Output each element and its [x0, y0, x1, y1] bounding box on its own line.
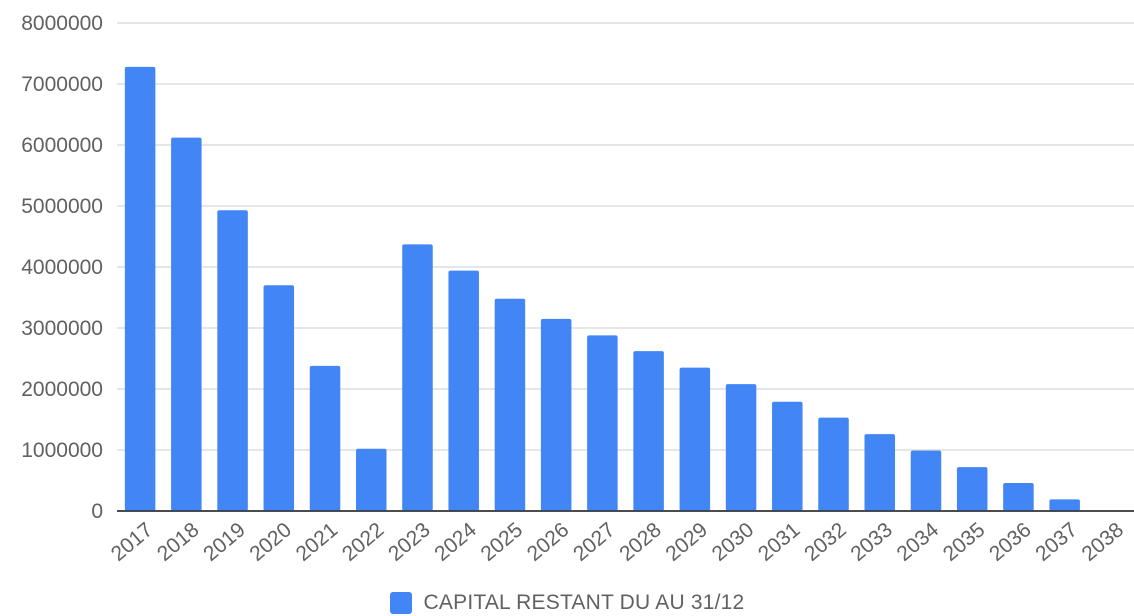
x-tick-label: 2017	[107, 518, 158, 566]
bar-2023	[402, 244, 433, 511]
bar-2020	[263, 285, 295, 511]
x-tick-label: 2037	[1031, 518, 1082, 566]
y-tick-label: 8000000	[21, 12, 103, 35]
x-tick-label: 2018	[153, 518, 204, 566]
x-tick-label: 2027	[569, 518, 620, 566]
bar-2032	[818, 417, 849, 511]
bar-2027	[587, 335, 618, 511]
x-tick-label: 2020	[245, 518, 296, 566]
x-tick-label: 2022	[338, 518, 389, 566]
legend: CAPITAL RESTANT DU AU 31/12	[0, 590, 1134, 616]
bar-2025	[494, 298, 526, 511]
bar-2026	[540, 318, 572, 511]
x-tick-label: 2019	[199, 518, 250, 566]
x-tick-label: 2028	[615, 518, 666, 566]
x-tick-label: 2031	[754, 518, 805, 566]
x-tick-label: 2029	[661, 518, 712, 566]
bar-2028	[633, 351, 664, 511]
y-tick-label: 7000000	[21, 73, 103, 96]
bar-2018	[171, 137, 202, 511]
bar-2037	[1049, 499, 1080, 511]
x-tick-label: 2036	[985, 518, 1036, 566]
y-tick-label: 3000000	[21, 317, 103, 340]
bar-2017	[124, 66, 156, 512]
x-tick-label: 2026	[523, 518, 574, 566]
y-tick-label: 5000000	[21, 195, 103, 218]
y-tick-label: 0	[91, 500, 103, 523]
x-tick-label: 2023	[384, 518, 435, 566]
x-tick-label: 2033	[846, 518, 897, 566]
bar-2029	[679, 367, 711, 511]
bar-2033	[864, 434, 896, 511]
bar-2019	[217, 210, 248, 511]
x-tick-label: 2030	[708, 518, 759, 566]
y-tick-label: 6000000	[21, 134, 103, 157]
x-tick-label: 2035	[939, 518, 990, 566]
y-tick-label: 1000000	[21, 439, 103, 462]
x-tick-label: 2025	[477, 518, 528, 566]
bar-2036	[1003, 482, 1034, 511]
legend-label: CAPITAL RESTANT DU AU 31/12	[423, 591, 745, 614]
bar-2024	[448, 270, 479, 511]
bar-2034	[910, 450, 942, 511]
legend-swatch	[389, 592, 412, 614]
x-tick-label: 2034	[893, 518, 944, 566]
x-tick-label: 2024	[430, 518, 481, 566]
bar-2031	[772, 401, 803, 511]
x-tick-label: 2032	[800, 518, 851, 566]
bar-2022	[355, 448, 387, 511]
y-tick-label: 2000000	[21, 378, 103, 401]
bar-2030	[725, 384, 757, 511]
x-tick-label: 2038	[1078, 518, 1129, 566]
bar-2035	[956, 467, 988, 511]
x-tick-label: 2021	[292, 518, 343, 566]
bar-2021	[309, 365, 341, 511]
y-tick-label: 4000000	[21, 256, 103, 279]
